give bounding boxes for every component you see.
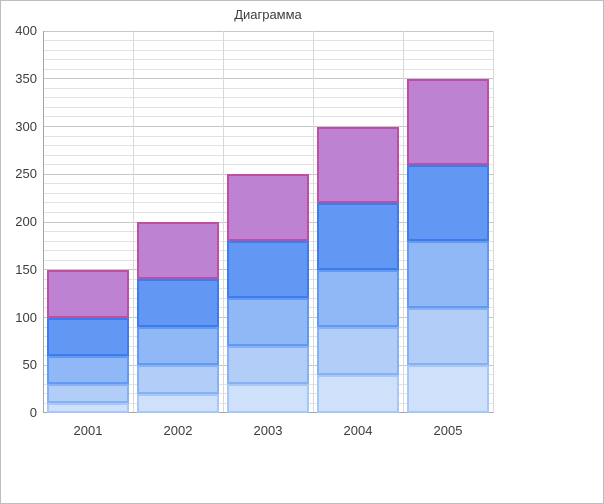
bar-segment-series-2-2003 [227,346,309,385]
bar-segment-series-4-2005 [407,164,489,242]
bar-segment-series-1-2004 [317,374,399,413]
bar-segment-series-5-2003 [227,174,309,242]
bar-segment-series-3-2004 [317,269,399,328]
chart-title: Диаграмма [234,7,302,22]
bar-segment-series-5-2002 [137,222,219,280]
bar-segment-series-2-2001 [47,384,129,404]
bar-segment-series-3-2002 [137,327,219,366]
gridline-vertical [132,31,134,413]
gridline-minor [43,116,493,118]
gridline-vertical [492,31,494,413]
bar-segment-series-2-2002 [137,365,219,394]
bar-segment-series-1-2002 [137,393,219,413]
bar-segment-series-2-2005 [407,307,489,366]
gridline-major [43,173,493,175]
gridline-minor [43,68,493,70]
x-category-label: 2001 [73,423,103,438]
bar-segment-series-4-2003 [227,241,309,299]
bar-segment-series-2-2004 [317,327,399,375]
gridline-vertical [222,31,224,413]
y-tick-label: 300 [15,118,37,134]
y-tick-label: 250 [15,166,37,182]
plot-area [43,30,494,413]
bar-segment-series-3-2003 [227,298,309,347]
bar-segment-series-1-2005 [407,365,489,413]
y-tick-label: 350 [15,70,37,86]
bar-segment-series-5-2005 [407,78,489,165]
gridline-minor [43,59,493,61]
x-category-label: 2002 [163,423,193,438]
y-tick-label: 0 [29,405,37,420]
y-tick-label: 100 [15,309,37,325]
gridline-minor [43,106,493,108]
gridline-minor [43,87,493,89]
y-tick-label: 150 [15,261,37,277]
gridline-minor [43,145,493,147]
y-axis-line [43,31,44,413]
gridline-minor [43,49,493,51]
gridline-vertical [312,31,314,413]
bar-segment-series-4-2004 [317,202,399,270]
bar-segment-series-1-2001 [47,403,129,413]
bar-segment-series-1-2003 [227,384,309,413]
gridline-minor [43,97,493,99]
bar-segment-series-3-2005 [407,241,489,308]
y-tick-label: 400 [15,23,37,38]
gridline-minor [43,135,493,137]
bar-segment-series-4-2001 [47,317,129,356]
y-tick-label: 50 [22,357,37,373]
y-tick-label: 200 [15,214,37,229]
bar-segment-series-5-2001 [47,269,129,318]
bar-segment-series-5-2004 [317,126,399,203]
gridline-major [43,78,493,80]
gridline-major [43,126,493,127]
bar-segment-series-4-2002 [137,279,219,328]
gridline-minor [43,164,493,166]
x-category-label: 2004 [343,423,373,438]
x-category-label: 2005 [433,423,463,438]
gridline-vertical [402,31,404,413]
gridline-minor [43,40,493,42]
x-category-label: 2003 [253,423,283,438]
gridline-minor [43,154,493,156]
gridline-major [43,30,493,32]
bar-segment-series-3-2001 [47,355,129,385]
gridline-minor [43,345,493,347]
